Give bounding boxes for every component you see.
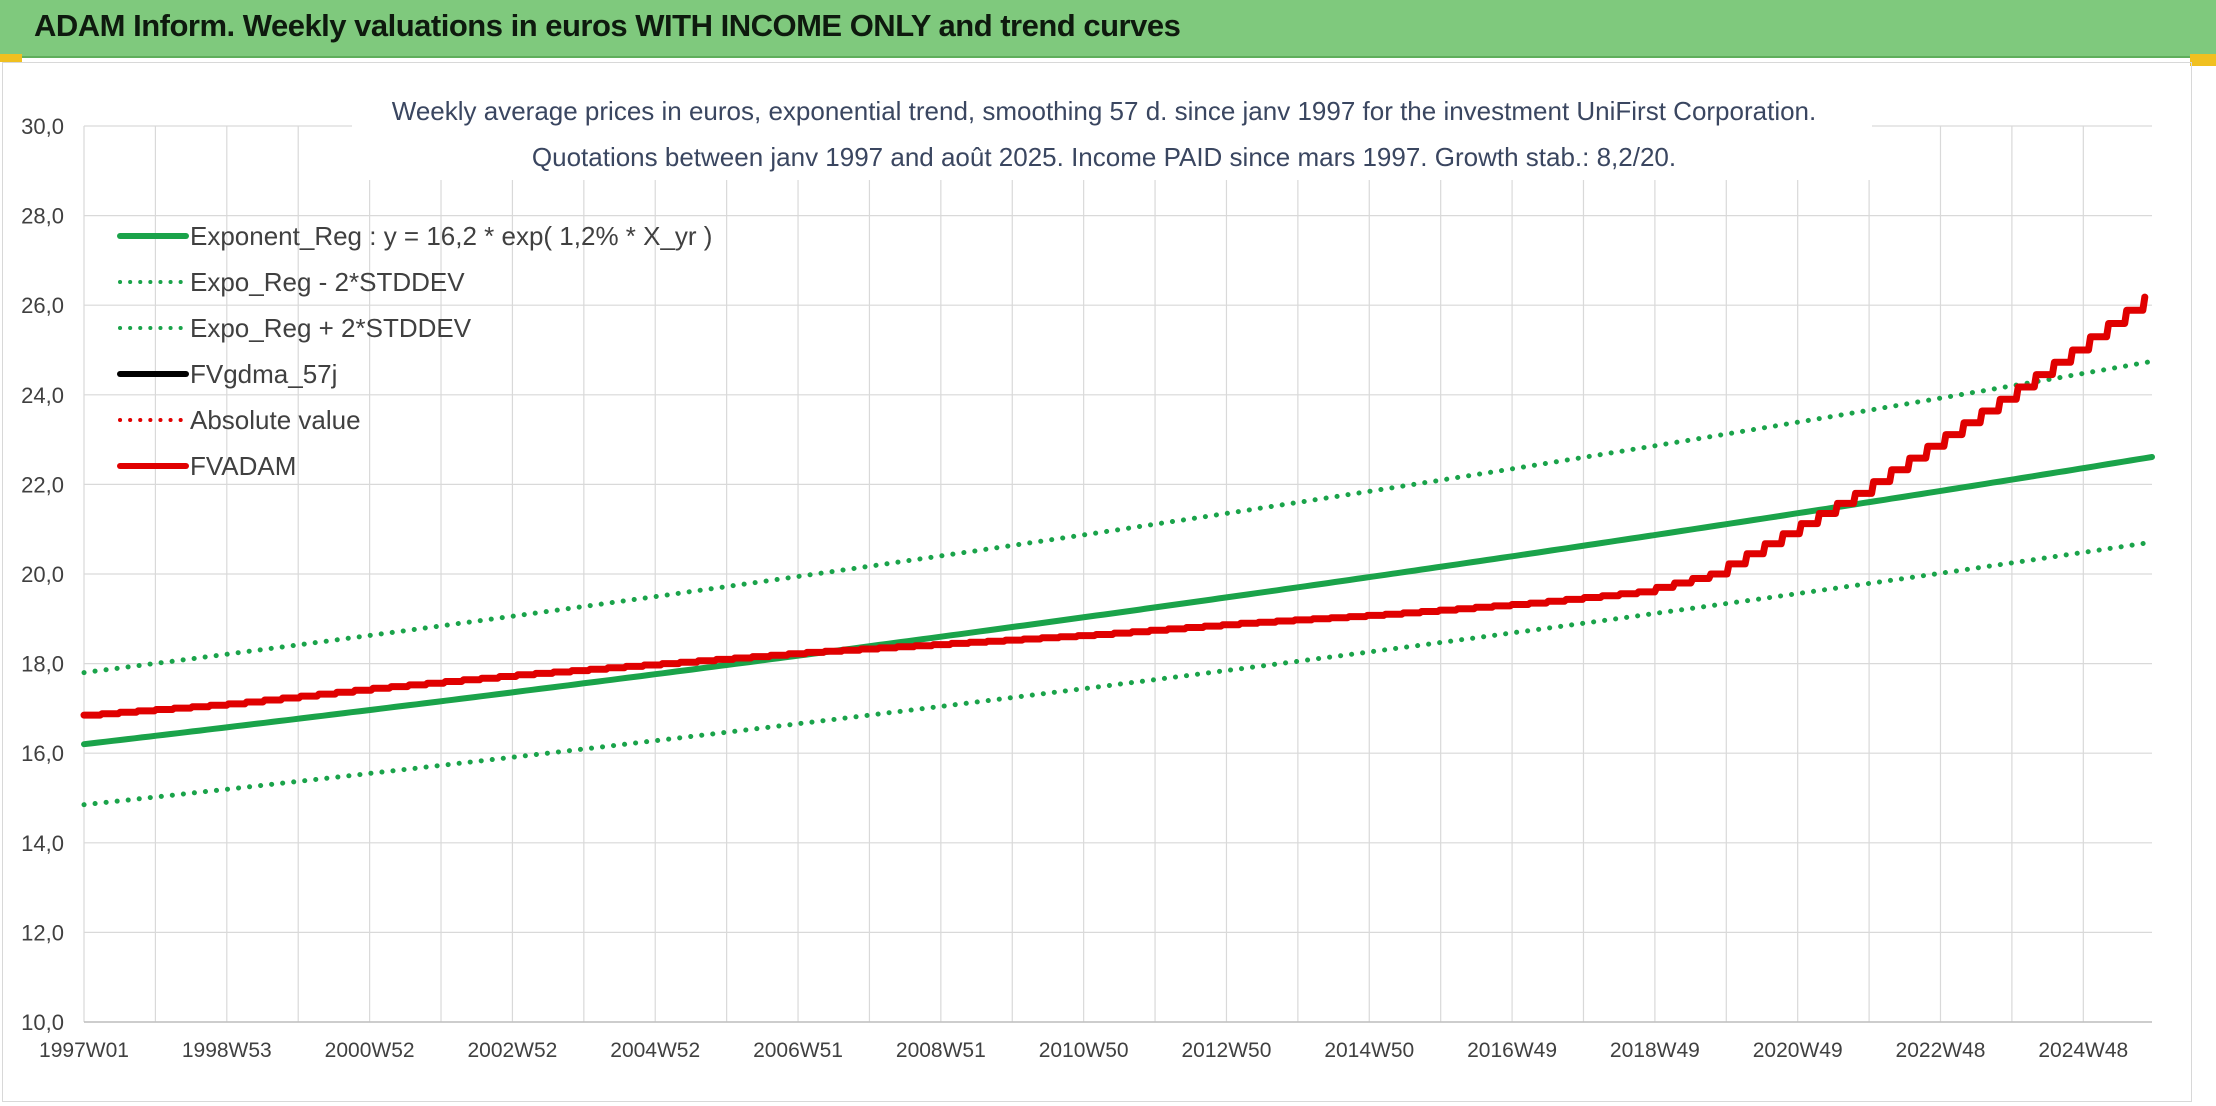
x-tick-label: 2018W49 — [1610, 1039, 1700, 1062]
legend-label: FVgdma_57j — [190, 359, 337, 389]
x-tick-label: 2006W51 — [753, 1039, 843, 1062]
series-layer — [80, 293, 2155, 808]
y-tick-label: 22,0 — [21, 472, 64, 497]
legend-label: Exponent_Reg : y = 16,2 * exp( 1,2% * X_… — [190, 221, 712, 251]
legend: Exponent_Reg : y = 16,2 * exp( 1,2% * X_… — [117, 221, 712, 481]
chart-frame — [2, 62, 2192, 1102]
y-tick-label: 12,0 — [21, 920, 64, 945]
x-tick-label: 2004W52 — [610, 1039, 700, 1062]
series-line-3 — [81, 358, 2155, 676]
x-tick-label: 2000W52 — [325, 1039, 415, 1062]
x-tick-label: 1998W53 — [182, 1039, 272, 1062]
y-tick-label: 26,0 — [21, 293, 64, 318]
x-tick-label: 2008W51 — [896, 1039, 986, 1062]
x-tick-label: 2002W52 — [467, 1039, 557, 1062]
y-tick-label: 20,0 — [21, 562, 64, 587]
y-tick-label: 14,0 — [21, 831, 64, 856]
chart-subtitle: Quotations between janv 1997 and août 20… — [532, 142, 1676, 172]
y-tick-label: 10,0 — [21, 1010, 64, 1035]
horizontal-gridlines — [84, 125, 2152, 1023]
x-tick-label: 2014W50 — [1324, 1039, 1414, 1062]
legend-label: FVADAM — [190, 451, 296, 481]
y-tick-label: 24,0 — [21, 383, 64, 408]
vertical-gridlines — [83, 126, 2152, 1023]
x-axis-tick-labels: 1997W01 1998W53 2000W52 2002W52 2004W52 2006W… — [39, 1039, 2128, 1062]
page-title: ADAM Inform. Weekly valuations in euros … — [34, 8, 1181, 43]
title-banner: ADAM Inform. Weekly valuations in euros … — [0, 0, 2216, 58]
corner-accent-left — [0, 54, 22, 62]
y-axis-tick-labels: 10,0 12,0 14,0 16,0 18,0 20,0 22,0 24,0 26,0 28,0… — [21, 114, 64, 1035]
legend-label: Expo_Reg + 2*STDDEV — [190, 313, 472, 343]
series-line-4 — [80, 293, 2149, 719]
x-tick-label: 2016W49 — [1467, 1039, 1557, 1062]
y-tick-label: 30,0 — [21, 114, 64, 139]
legend-label: Absolute value — [190, 405, 361, 435]
x-tick-label: 2022W48 — [1896, 1039, 1986, 1062]
legend-label: Expo_Reg - 2*STDDEV — [190, 267, 465, 297]
series-line-1 — [81, 454, 2155, 748]
x-tick-label: 1997W01 — [39, 1039, 129, 1062]
series-line-2 — [81, 539, 2155, 808]
chart-title: Weekly average prices in euros, exponent… — [392, 96, 1817, 126]
y-tick-label: 28,0 — [21, 204, 64, 229]
x-tick-label: 2010W50 — [1039, 1039, 1129, 1062]
y-tick-label: 18,0 — [21, 652, 64, 677]
title-background — [352, 94, 1872, 180]
corner-accent-right — [2190, 54, 2216, 66]
y-tick-label: 16,0 — [21, 741, 64, 766]
x-tick-label: 2024W48 — [2038, 1039, 2128, 1062]
x-tick-label: 2012W50 — [1182, 1039, 1272, 1062]
x-tick-label: 2020W49 — [1753, 1039, 1843, 1062]
